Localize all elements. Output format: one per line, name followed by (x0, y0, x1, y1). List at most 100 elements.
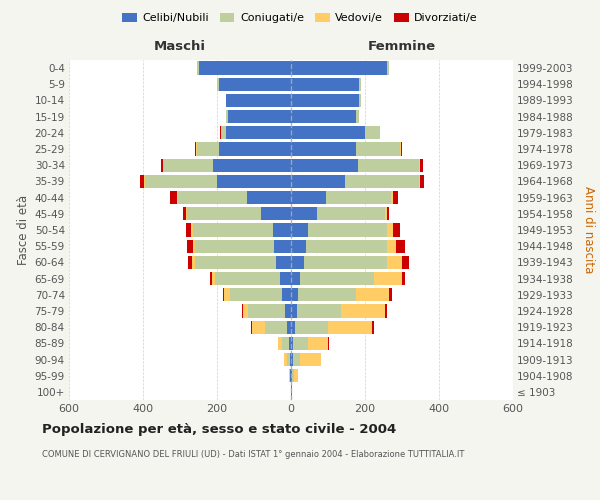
Bar (356, 288, 389, 302)
Bar (306, 240, 387, 253)
Y-axis label: Anni di nascita: Anni di nascita (582, 186, 595, 274)
Bar (385, 207, 387, 220)
Bar (178, 191, 247, 204)
Legend: Celibi/Nubili, Coniugati/e, Vedovi/e, Divorziati/e: Celibi/Nubili, Coniugati/e, Vedovi/e, Di… (118, 8, 482, 28)
Bar (291, 240, 306, 253)
Bar (265, 320, 287, 334)
Bar (185, 224, 191, 236)
Bar (356, 142, 400, 156)
Bar (224, 288, 230, 302)
Bar (226, 94, 291, 107)
Bar (214, 158, 291, 172)
Bar (291, 288, 298, 302)
Bar (272, 224, 291, 236)
Bar (182, 207, 186, 220)
Bar (195, 142, 196, 156)
Bar (290, 369, 291, 382)
Bar (283, 336, 289, 350)
Bar (291, 158, 358, 172)
Bar (293, 336, 308, 350)
Bar (373, 320, 374, 334)
Bar (359, 94, 361, 107)
Text: Popolazione per età, sesso e stato civile - 2004: Popolazione per età, sesso e stato civil… (42, 422, 396, 436)
Bar (304, 256, 387, 269)
Bar (197, 142, 219, 156)
Bar (387, 207, 389, 220)
Bar (187, 207, 262, 220)
Bar (387, 256, 402, 269)
Bar (188, 256, 192, 269)
Bar (177, 191, 178, 204)
Bar (290, 353, 291, 366)
Bar (226, 110, 228, 124)
Bar (291, 386, 292, 398)
Bar (284, 353, 287, 366)
Bar (278, 336, 283, 350)
Bar (420, 158, 423, 172)
Bar (291, 191, 326, 204)
Bar (344, 175, 419, 188)
Bar (341, 304, 385, 318)
Bar (243, 304, 248, 318)
Bar (193, 224, 272, 236)
Bar (248, 304, 286, 318)
Bar (385, 304, 387, 318)
Bar (308, 224, 387, 236)
Bar (298, 288, 356, 302)
Bar (291, 175, 344, 188)
Bar (191, 224, 193, 236)
Bar (195, 240, 274, 253)
Bar (223, 288, 224, 302)
Bar (161, 158, 163, 172)
Bar (286, 304, 291, 318)
Bar (359, 78, 361, 91)
Bar (219, 78, 291, 91)
Bar (291, 304, 296, 318)
Bar (186, 207, 187, 220)
Bar (192, 256, 195, 269)
Bar (291, 272, 300, 285)
Bar (387, 62, 389, 74)
Bar (294, 369, 298, 382)
Text: Femmine: Femmine (368, 40, 436, 52)
Bar (420, 175, 424, 188)
Bar (402, 256, 409, 269)
Bar (211, 272, 212, 285)
Bar (291, 256, 304, 269)
Bar (193, 240, 195, 253)
Bar (397, 240, 404, 253)
Bar (252, 320, 265, 334)
Bar (296, 304, 341, 318)
Bar (402, 272, 405, 285)
Bar (300, 272, 374, 285)
Bar (328, 320, 373, 334)
Bar (187, 240, 193, 253)
Bar (199, 62, 291, 74)
Bar (391, 191, 393, 204)
Bar (365, 126, 380, 140)
Bar (289, 336, 291, 350)
Bar (226, 126, 291, 140)
Bar (242, 304, 243, 318)
Bar (291, 126, 365, 140)
Bar (387, 224, 393, 236)
Text: Maschi: Maschi (154, 40, 206, 52)
Y-axis label: Fasce di età: Fasce di età (17, 195, 31, 265)
Bar (291, 62, 387, 74)
Bar (291, 320, 295, 334)
Bar (328, 336, 329, 350)
Bar (291, 110, 356, 124)
Bar (221, 126, 226, 140)
Bar (196, 142, 197, 156)
Bar (280, 272, 291, 285)
Bar (219, 142, 291, 156)
Bar (387, 240, 397, 253)
Bar (400, 142, 401, 156)
Bar (217, 78, 219, 91)
Bar (287, 320, 291, 334)
Bar (419, 158, 420, 172)
Text: COMUNE DI CERVIGNANO DEL FRIULI (UD) - Dati ISTAT 1° gennaio 2004 - Elaborazione: COMUNE DI CERVIGNANO DEL FRIULI (UD) - D… (42, 450, 464, 459)
Bar (317, 207, 385, 220)
Bar (291, 207, 317, 220)
Bar (326, 191, 391, 204)
